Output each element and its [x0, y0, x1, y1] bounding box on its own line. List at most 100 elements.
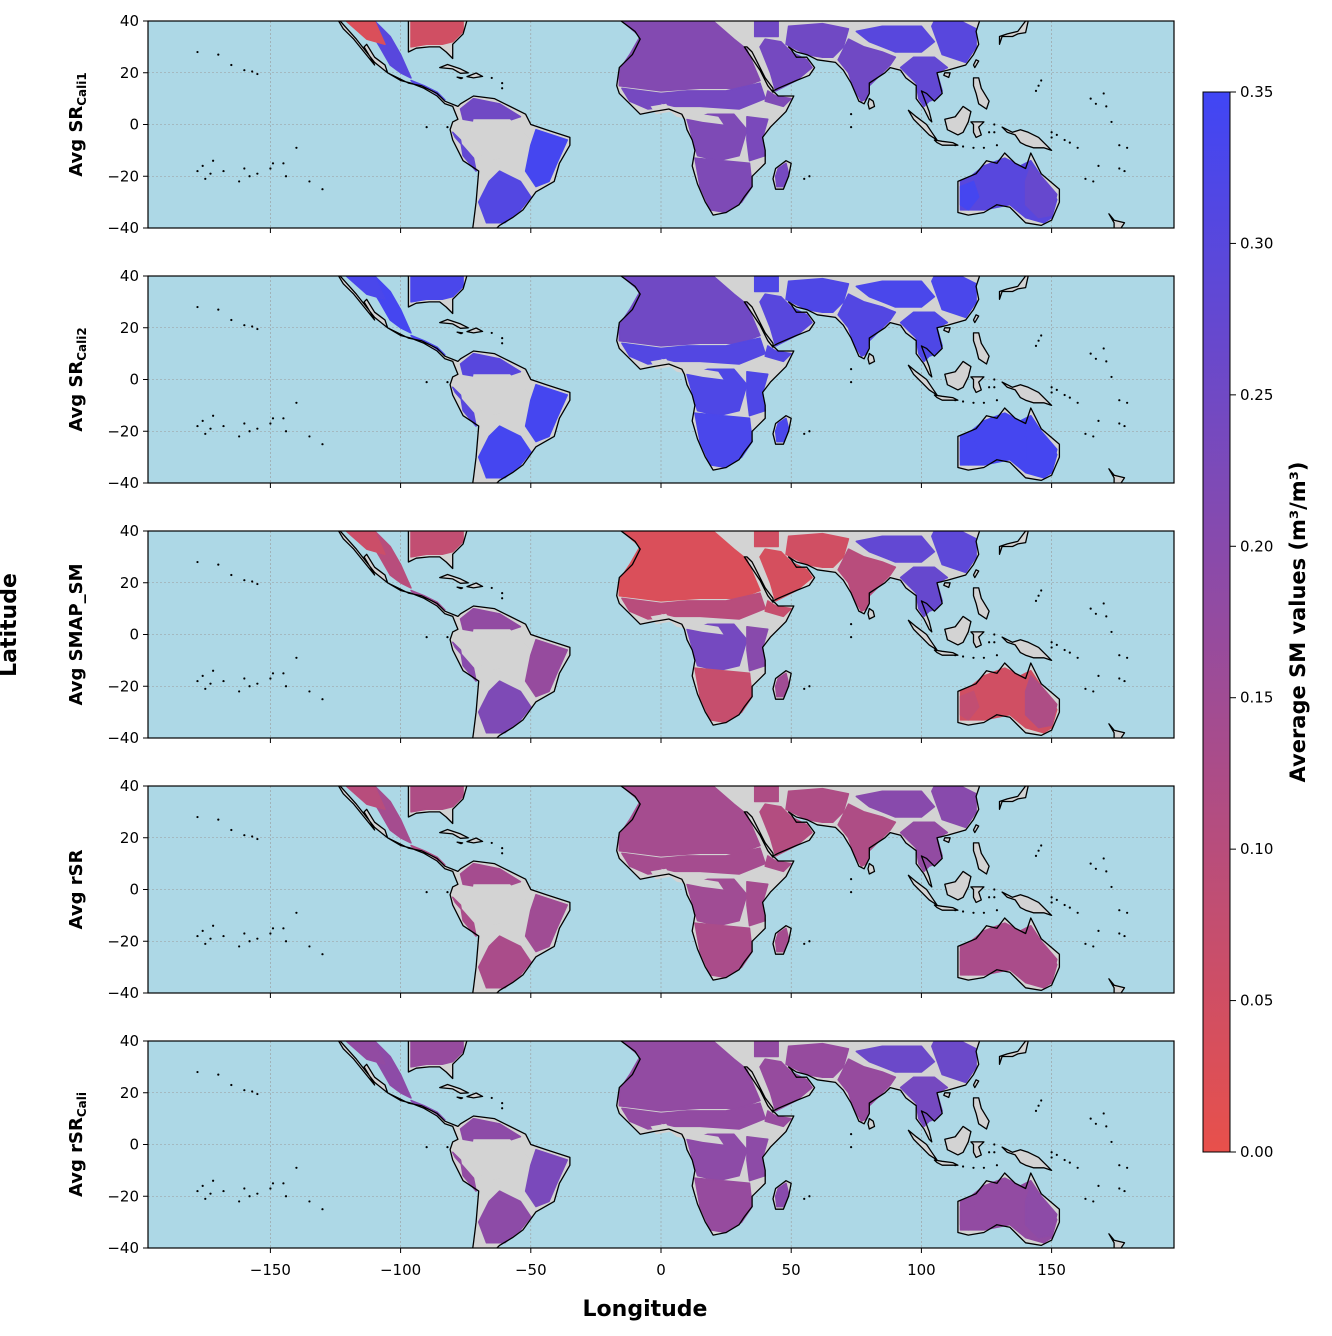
sm-region-nsa	[459, 352, 522, 378]
land-americas	[338, 531, 570, 738]
x-tick-label: 0	[656, 1261, 666, 1279]
island-dot	[222, 169, 225, 173]
sm-region-sahel	[621, 337, 766, 365]
coastline-sulawesi	[970, 886, 985, 904]
y-axis-title: Latitude	[0, 573, 22, 677]
sm-region-iran	[785, 532, 850, 568]
island-dot	[1110, 1140, 1113, 1144]
sm-region-tibet	[855, 25, 936, 53]
island-dot	[284, 175, 288, 178]
island-dot	[1050, 131, 1053, 134]
x-tick-label: −50	[515, 1261, 547, 1279]
island-dot	[1105, 615, 1108, 618]
land-sumatra	[908, 365, 937, 395]
land-philippines	[973, 77, 990, 109]
island-dot	[954, 144, 957, 147]
sm-region-andes	[451, 386, 477, 427]
island-dot	[230, 318, 233, 322]
sm-region-usgulf	[410, 276, 464, 303]
y-tick-label: 20	[120, 64, 139, 82]
sm-region-ebr	[524, 638, 569, 698]
sm-region-china	[931, 21, 977, 64]
land-taiwan	[973, 569, 979, 578]
coastline-nz	[1108, 1233, 1126, 1248]
island-dot	[1118, 909, 1121, 912]
island-dot	[1126, 911, 1129, 914]
coastline-afroeurasia	[616, 531, 981, 726]
island-dot	[982, 656, 986, 659]
y-tick-label: −20	[107, 932, 139, 950]
island-dot	[1094, 612, 1097, 615]
island-dot	[425, 1145, 428, 1149]
sm-region-sahara	[618, 1041, 761, 1112]
island-dot	[196, 1189, 199, 1193]
colorbar-tick-label: 0.20	[1240, 537, 1273, 555]
island-dot	[230, 828, 233, 832]
island-dot	[295, 1166, 298, 1169]
coastline-cuba	[439, 318, 469, 329]
sm-region-sahel	[621, 847, 766, 875]
sm-region-usw	[345, 786, 386, 811]
sm-region-china	[931, 276, 977, 319]
coastline-japan	[998, 276, 1029, 300]
island-dot	[1118, 144, 1121, 147]
sm-region-mada	[774, 417, 790, 443]
sm-region-seasia	[899, 566, 949, 618]
y-tick-label: −40	[107, 1239, 139, 1257]
island-dot	[1092, 690, 1095, 693]
sm-region-horn	[764, 90, 792, 108]
island-dot	[248, 430, 251, 433]
colorbar-tick-label: 0.05	[1240, 992, 1273, 1010]
island-dot	[1123, 1189, 1126, 1193]
island-dot	[972, 656, 975, 659]
sm-region-auseast	[1024, 675, 1058, 729]
island-dot	[1123, 169, 1126, 173]
land-newguinea	[1002, 637, 1052, 661]
island-dot	[1050, 1151, 1053, 1154]
island-dot	[501, 847, 504, 850]
coastline-cuba	[439, 828, 469, 839]
nodata-gap	[661, 868, 724, 890]
sm-region-ebr	[524, 1148, 569, 1208]
y-tick-label: 0	[129, 371, 139, 389]
island-dot	[1094, 867, 1097, 870]
island-dot	[808, 940, 811, 943]
island-dot	[1068, 651, 1071, 654]
coastlines	[196, 21, 1129, 243]
sm-region-mideast	[753, 21, 779, 38]
panel-label-sub: Cali	[75, 1092, 89, 1117]
island-dot	[230, 1083, 233, 1087]
island-dot	[1092, 1200, 1095, 1203]
island-dot	[1055, 388, 1058, 391]
coastline-afroeurasia	[616, 276, 981, 471]
sm-region-china	[931, 786, 977, 829]
sm-region-sahara	[618, 531, 761, 602]
land-taiwan	[973, 314, 979, 323]
sm-region-tibet	[855, 1045, 936, 1073]
soil-moisture-field	[345, 786, 1058, 989]
nodata-gap	[661, 103, 724, 125]
coastlines	[196, 786, 1129, 993]
island-dot	[1097, 929, 1100, 932]
island-dot	[954, 909, 957, 912]
coastline-java	[933, 649, 959, 656]
island-dot	[1118, 399, 1121, 402]
coastlines	[196, 276, 1129, 483]
island-dot	[238, 945, 241, 948]
coastline-nz2	[1096, 229, 1114, 243]
sm-region-horn	[764, 345, 792, 363]
island-dot	[321, 953, 324, 956]
island-dot	[256, 582, 259, 586]
island-dot	[803, 1197, 806, 1200]
coastline-madagascar	[772, 1180, 792, 1210]
land-philippines	[973, 842, 990, 874]
island-dot	[982, 146, 986, 149]
land-sumatra	[908, 875, 937, 905]
land-taiwan	[973, 1079, 979, 1088]
sm-region-usgulf	[410, 1041, 464, 1068]
island-dot	[1050, 641, 1053, 644]
colorbar-tick-label: 0.00	[1240, 1143, 1273, 1161]
island-dot	[196, 934, 199, 938]
island-dot	[243, 932, 246, 935]
island-dot	[251, 835, 254, 838]
